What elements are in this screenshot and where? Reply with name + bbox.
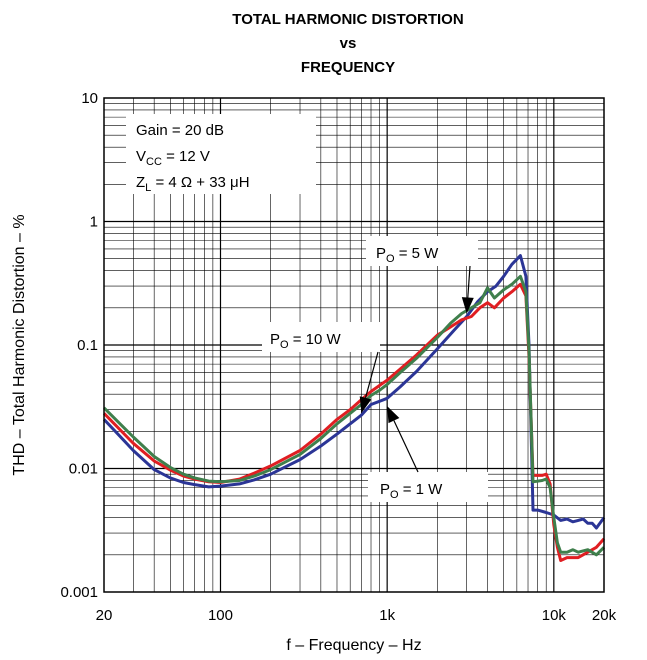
chart-title-line-1: TOTAL HARMONIC DISTORTION (232, 11, 463, 28)
callout-arrow-head (359, 396, 372, 414)
series-lines (102, 254, 606, 562)
label-box-5w (366, 236, 478, 266)
callout-arrow-head (461, 297, 474, 314)
callout-arrow-shaft (393, 420, 419, 473)
chart-title-line-3: FREQUENCY (301, 59, 395, 76)
y-axis-label: THD – Total Harmonic Distortion – % (11, 214, 28, 475)
x-tick-label: 100 (208, 607, 233, 624)
series-label-1w: PO = 1 W (380, 481, 443, 501)
x-tick-label: 20k (592, 607, 617, 624)
condition-gain: Gain = 20 dB (136, 122, 224, 139)
y-tick-label: 0.001 (60, 584, 98, 601)
x-tick-label: 20 (96, 607, 113, 624)
series-label-10w: PO = 10 W (270, 331, 342, 351)
condition-zl: ZL = 4 Ω + 33 μH (136, 174, 250, 194)
callout-arrows (359, 265, 474, 473)
y-tick-label: 0.01 (69, 461, 98, 478)
series-line-1w (102, 254, 606, 530)
callout-arrow-shaft (467, 265, 471, 298)
label-box-10w (262, 322, 380, 352)
conditions-box (126, 114, 316, 194)
callout-arrow-head (387, 406, 400, 424)
x-tick-label: 1k (379, 607, 395, 624)
label-box-1w (368, 472, 488, 502)
chart-title-line-2: vs (340, 35, 357, 52)
callout-arrow-shaft (364, 351, 379, 398)
callout-arrow-5w (461, 265, 474, 314)
x-tick-label: 10k (542, 607, 567, 624)
y-tick-label: 0.1 (77, 337, 98, 354)
callout-arrow-10w (359, 351, 379, 414)
x-axis-label: f – Frequency – Hz (286, 637, 421, 654)
series-line-10w (102, 274, 606, 557)
y-tick-label: 1 (90, 214, 98, 231)
series-label-5w: PO = 5 W (376, 245, 439, 265)
tick-labels: 20 100 1k 10k 20k 10 1 0.1 0.01 0.001 (60, 90, 616, 624)
y-tick-label: 10 (81, 90, 98, 107)
callout-arrow-1w (387, 406, 419, 473)
condition-vcc: VCC = 12 V (136, 148, 210, 168)
plot-frame (103, 97, 605, 593)
